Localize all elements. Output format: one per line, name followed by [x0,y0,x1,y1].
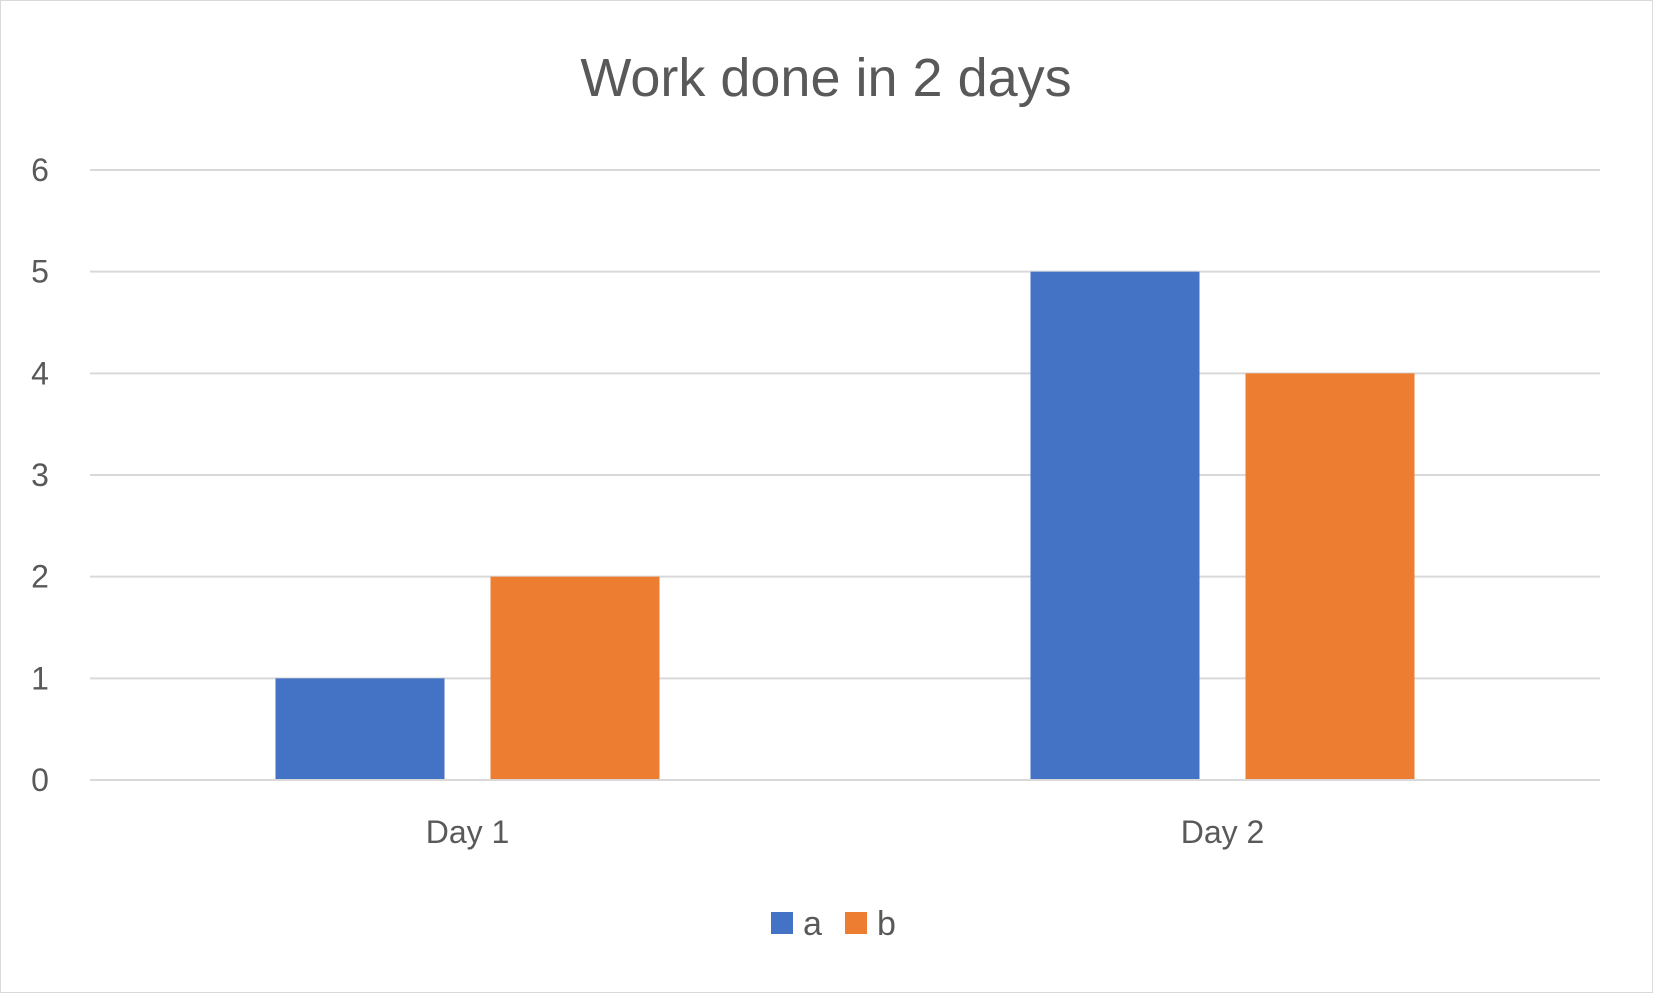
x-category-label: Day 2 [1181,814,1265,850]
legend-swatch-b [845,912,867,934]
y-tick-label: 3 [31,457,49,493]
legend-label-b: b [877,905,896,943]
chart-title: Work done in 2 days [580,48,1071,108]
y-tick-label: 5 [31,254,49,290]
legend-label-a: a [803,905,822,943]
bar-b-day-1 [490,576,660,780]
y-tick-label: 2 [31,559,49,595]
bars [90,271,1600,781]
bar-a-day-2 [1030,271,1200,780]
y-tick-label: 0 [31,762,49,798]
x-axis-categories: Day 1 Day 2 [426,814,1265,850]
x-category-label: Day 1 [426,814,510,850]
y-tick-label: 1 [31,660,49,696]
y-tick-label: 6 [31,152,49,188]
bar-a-day-1 [275,678,445,780]
legend-swatch-a [771,912,793,934]
bar-b-day-2 [1245,373,1415,780]
y-tick-label: 4 [31,355,49,391]
y-axis-ticks: 0 1 2 3 4 5 6 [31,152,49,798]
